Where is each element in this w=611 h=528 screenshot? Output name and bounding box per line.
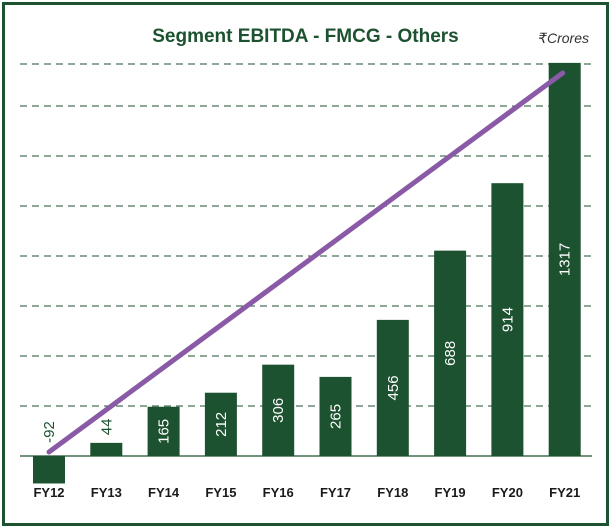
data-label-fy17: 265 xyxy=(328,404,345,429)
x-tick-label: FY20 xyxy=(492,485,523,500)
chart-title: Segment EBITDA - FMCG - Others xyxy=(152,26,459,47)
data-label-fy19: 688 xyxy=(442,341,459,366)
bar-fy19 xyxy=(434,250,467,456)
data-label-fy13: 44 xyxy=(98,419,115,436)
bar-fy14 xyxy=(147,406,180,456)
data-label-fy16: 306 xyxy=(270,398,287,423)
bar-fy21 xyxy=(548,62,581,457)
trend-line xyxy=(46,70,566,455)
x-tick-label: FY12 xyxy=(33,485,64,500)
unit-label: ₹Crores xyxy=(538,30,589,46)
x-tick-label: FY13 xyxy=(91,485,122,500)
x-tick-label: FY19 xyxy=(435,485,466,500)
bar-fy18 xyxy=(376,319,409,456)
x-tick-label: FY16 xyxy=(263,485,294,500)
bar-fy16 xyxy=(262,364,295,456)
data-label-fy20: 914 xyxy=(499,307,516,332)
data-label-fy12: -92 xyxy=(41,421,58,443)
data-label-fy21: 1317 xyxy=(557,243,574,276)
bar-fy20 xyxy=(491,183,524,456)
bar-fy15 xyxy=(204,392,237,456)
data-label-fy18: 456 xyxy=(385,375,402,400)
data-label-fy14: 165 xyxy=(156,419,173,444)
x-tick-label: FY18 xyxy=(377,485,408,500)
x-tick-label: FY21 xyxy=(549,485,580,500)
bar-fy17 xyxy=(319,376,352,456)
x-tick-label: FY15 xyxy=(205,485,236,500)
bar-fy13 xyxy=(90,442,123,456)
x-tick-label: FY17 xyxy=(320,485,351,500)
data-label-fy15: 212 xyxy=(213,412,230,437)
x-tick-label: FY14 xyxy=(148,485,180,500)
bar-fy12 xyxy=(33,456,65,484)
